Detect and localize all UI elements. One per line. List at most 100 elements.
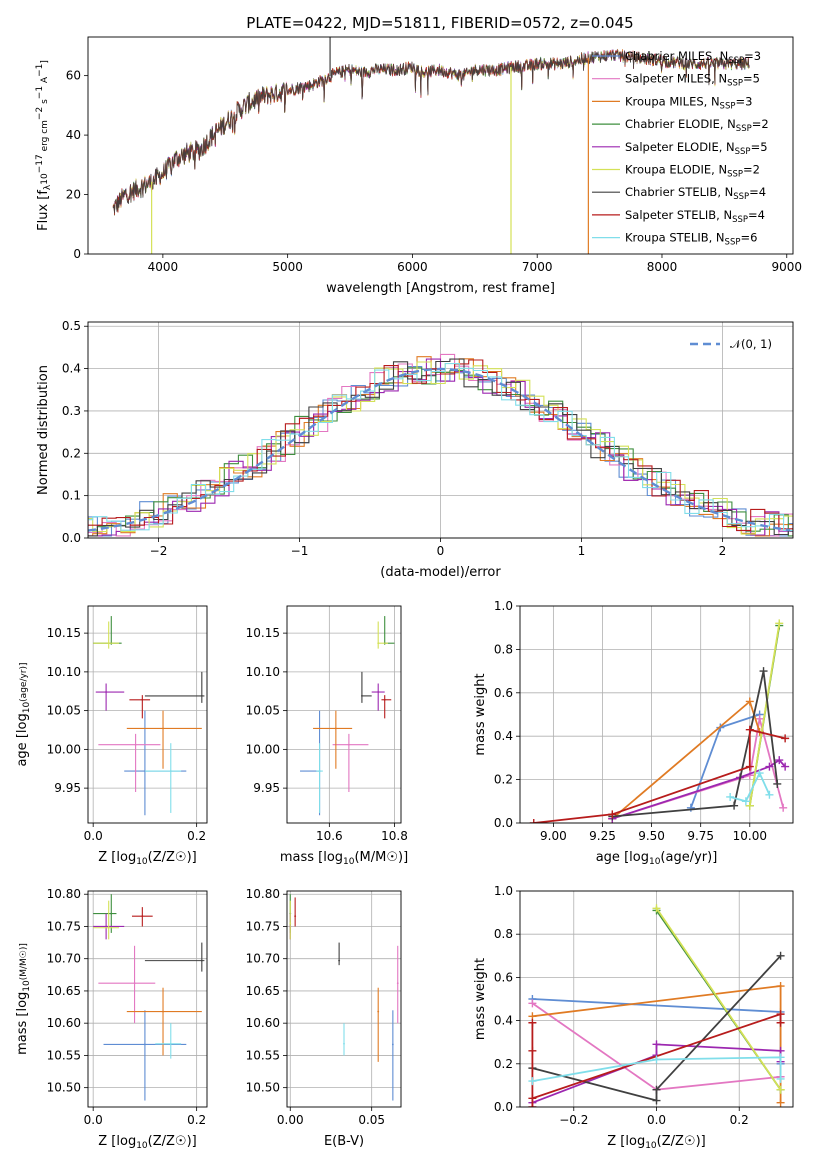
tick-label-x: 0.2 [187, 1113, 206, 1127]
series-marker [528, 1046, 537, 1055]
tick-label-x: 0.0 [84, 1113, 103, 1127]
legend-label: Chabrier ELODIE, NSSP=2 [625, 117, 769, 134]
data-point [169, 770, 172, 772]
series-marker [781, 734, 790, 743]
data-point [377, 642, 380, 645]
points-group [289, 894, 399, 1101]
series-marker [765, 762, 774, 771]
series-marker [528, 1094, 537, 1103]
series-marker [779, 803, 788, 812]
data-point [396, 982, 399, 985]
series-marker [652, 1085, 661, 1094]
tick-label-y: 0.8 [494, 642, 513, 656]
x-axis-label: wavelength [Angstrom, rest frame] [326, 281, 555, 296]
tick-label-y: 10.55 [246, 1048, 280, 1062]
tick-label-y: 10.65 [246, 984, 280, 998]
series-group [529, 619, 790, 823]
tick-label-x: 0 [437, 544, 445, 558]
series-marker [773, 779, 782, 788]
data-point [347, 743, 350, 746]
x-axis-label: E(B-V) [324, 1134, 364, 1149]
series-marker [652, 1096, 661, 1105]
y-axis-label: mass [log10(M/M☉)] [15, 943, 32, 1055]
series-marker [730, 801, 739, 810]
axes-massweight_vs_Z: −0.2 0.0 0.2 0.0 0.2 0.4 0.6 0.8 1.0 Z [log10(Z/Z… [473, 884, 794, 1151]
spectrum-line-6 [112, 50, 750, 214]
normal-curve [88, 367, 791, 532]
legend-label: Chabrier STELIB, NSSP=4 [625, 185, 766, 202]
series-marker [652, 1040, 661, 1049]
tick-label-y: 10.10 [246, 665, 280, 679]
tick-label-x: 0.05 [358, 1113, 385, 1127]
series-line [612, 670, 779, 818]
series-marker [745, 801, 754, 810]
tick-label-y: 10.65 [47, 984, 81, 998]
series-marker [608, 810, 617, 819]
tick-label-x: 9.25 [589, 829, 616, 843]
tick-label-x: −0.2 [559, 1113, 588, 1127]
histogram-step-3 [88, 367, 793, 537]
tick-label-y: 10.00 [47, 742, 81, 756]
series-line [655, 907, 782, 1091]
points-group [93, 894, 205, 1101]
data-point [141, 915, 144, 918]
tick-label-y: 10.70 [47, 952, 81, 966]
data-point [141, 698, 144, 701]
data-point [289, 922, 292, 925]
series-marker [745, 762, 754, 771]
x-axis-label: Z [log10(Z/Z☉)] [607, 1134, 705, 1151]
data-point [162, 727, 164, 730]
series-marker [776, 982, 785, 991]
tick-label-y: 0.6 [494, 686, 513, 700]
data-point [144, 1043, 146, 1046]
series-marker [765, 790, 774, 799]
series-marker [529, 819, 538, 823]
tick-label-y: 9.95 [253, 781, 280, 795]
series-marker [775, 756, 784, 765]
tick-label-y: 0.0 [494, 816, 513, 830]
series-marker [652, 1055, 661, 1064]
series-line [611, 699, 761, 820]
tick-label-x: 10.00 [733, 829, 767, 843]
tick-label-x: −2 [150, 544, 168, 558]
axes-frame [87, 605, 208, 824]
data-point [338, 959, 341, 962]
data-point [361, 695, 363, 697]
data-point [110, 912, 113, 915]
data-point [334, 727, 337, 730]
axes-age_vs_Z: 0.0 0.2 9.95 10.00 10.05 10.10 10.15 Z [log10(Z… [15, 605, 208, 867]
series-marker [528, 1018, 537, 1027]
series-marker [776, 1074, 785, 1083]
tick-label-x: 8000 [647, 260, 678, 274]
tick-label-y: 60 [66, 69, 81, 83]
axes-frame [519, 605, 794, 824]
series-marker [776, 1018, 785, 1027]
tick-label-y: 0.4 [494, 1014, 513, 1028]
series-marker [776, 1098, 785, 1107]
series-marker [726, 792, 735, 801]
tick-label-y: 9.95 [54, 781, 81, 795]
axes-frame [87, 890, 208, 1108]
tick-label-y: 0.1 [62, 489, 81, 503]
data-point [200, 959, 203, 962]
histogram-step-0 [88, 365, 793, 537]
axes-mass_vs_Z: 0.0 0.2 10.50 10.55 10.60 10.65 10.70 10.75 10.8… [15, 887, 208, 1151]
tick-label-y: 0 [73, 247, 81, 261]
tick-label-x: 4000 [148, 260, 179, 274]
tick-label-x: 0.0 [84, 829, 103, 843]
tick-label-y: 0.2 [494, 1057, 513, 1071]
tick-label-y: 10.75 [246, 919, 280, 933]
series-marker [528, 1103, 537, 1107]
axes-age_vs_mass: 10.6 10.8 9.95 10.00 10.05 10.10 10.15 mass [lo… [246, 605, 408, 867]
data-point [105, 691, 108, 693]
tick-label-y: 10.15 [246, 626, 280, 640]
data-point [377, 691, 380, 693]
series-marker [755, 714, 764, 723]
tick-label-x: 10.6 [316, 829, 343, 843]
x-axis-label: Z [log10(Z/Z☉)] [98, 1134, 196, 1151]
data-point [200, 695, 203, 697]
data-point [294, 915, 297, 918]
series-marker [776, 951, 785, 960]
y-axis-label: mass weight [473, 673, 488, 755]
series-marker [745, 697, 754, 706]
